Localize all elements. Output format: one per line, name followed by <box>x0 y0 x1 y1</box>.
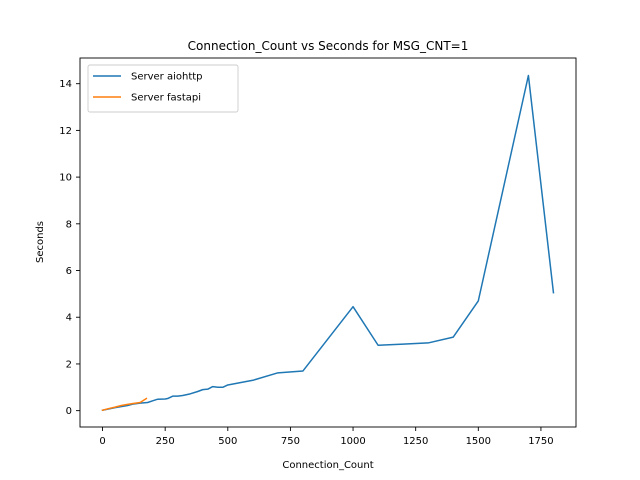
series-line-server-aiohttp <box>101 74 555 412</box>
y-tick-label: 0 <box>66 406 72 417</box>
y-tick-label: 10 <box>59 173 72 184</box>
y-tick-label: 12 <box>59 126 72 137</box>
x-axis-label: Connection_Count <box>282 460 373 471</box>
x-tick-label: 1250 <box>403 436 428 447</box>
legend: Server aiohttp Server fastapi <box>87 64 239 113</box>
legend-box <box>87 64 239 113</box>
series-line-server-fastapi <box>101 397 148 412</box>
x-tick-label: 1500 <box>466 436 491 447</box>
x-axis-ticks: 0 250 500 750 1000 1250 1500 1750 <box>99 427 554 447</box>
x-tick-label: 250 <box>156 436 175 447</box>
legend-label: Server fastapi <box>131 93 201 104</box>
y-tick-label: 8 <box>66 219 72 230</box>
y-axis-label: Seconds <box>35 221 46 263</box>
x-tick-label: 1750 <box>528 436 553 447</box>
y-axis-ticks: 0 2 4 6 8 10 12 14 <box>59 79 80 417</box>
legend-label: Server aiohttp <box>131 72 203 83</box>
y-tick-label: 4 <box>66 313 72 324</box>
x-tick-label: 750 <box>281 436 300 447</box>
plot-frame <box>79 57 577 428</box>
x-tick-label: 1000 <box>340 436 365 447</box>
y-tick-label: 14 <box>59 79 72 90</box>
series-layer <box>101 74 555 412</box>
x-tick-label: 500 <box>218 436 237 447</box>
y-tick-label: 6 <box>66 266 72 277</box>
y-tick-label: 2 <box>66 359 72 370</box>
chart-title: Connection_Count vs Seconds for MSG_CNT=… <box>188 39 469 53</box>
x-tick-label: 0 <box>99 436 105 447</box>
